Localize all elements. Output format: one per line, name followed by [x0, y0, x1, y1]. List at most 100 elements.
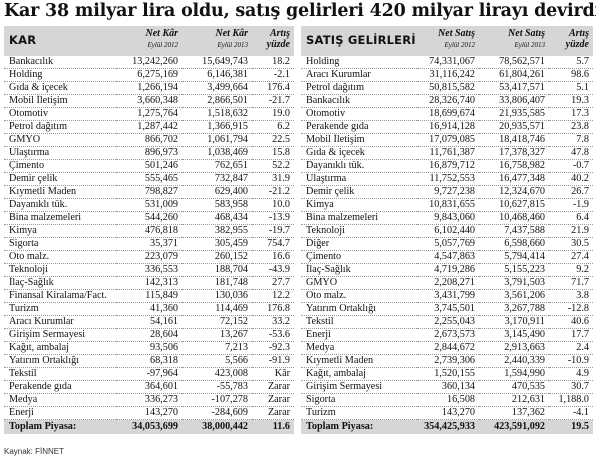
row-value-2013: -55,783 — [182, 380, 252, 395]
row-pct: 27.7 — [252, 276, 294, 291]
row-name: Petrol dağıtım — [301, 81, 417, 96]
row-value-2013: 114,469 — [182, 302, 252, 317]
row-pct: 6.2 — [252, 120, 294, 135]
row-value-2012: 11,761,387 — [417, 146, 479, 161]
table-row: Çimento 4,547,863 5,794,414 27.4 — [301, 250, 593, 265]
row-value-2012: 68,318 — [116, 354, 182, 369]
row-value-2013: 188,704 — [182, 263, 252, 278]
table-row: Medya 2,844,672 2,913,663 2.4 — [301, 341, 593, 356]
row-pct: 18.2 — [252, 56, 294, 70]
kar-total-row: Toplam Piyasa: 34,053,699 38,000,442 11.… — [4, 419, 294, 434]
table-row: GMYO 866,702 1,061,794 22.5 — [4, 133, 294, 148]
row-pct: -92.3 — [252, 341, 294, 356]
row-value-2013: 5,566 — [182, 354, 252, 369]
row-name: Otomotiv — [4, 107, 116, 122]
kar-col-2012-period: Eylül 2012 — [147, 41, 178, 49]
row-pct: Zarar — [252, 380, 294, 395]
row-name: Holding — [4, 68, 116, 83]
table-row: Dayanıklı tük. 16,879,712 16,758,982 -0.7 — [301, 159, 593, 174]
row-value-2012: 866,702 — [116, 133, 182, 148]
table-row: Gıda & içecek 11,761,387 17,378,327 47.8 — [301, 146, 593, 161]
row-pct: -19.7 — [252, 224, 294, 239]
row-value-2013: 21,935,585 — [479, 107, 549, 122]
row-name: İlaç-Sağlık — [4, 276, 116, 291]
table-row: Ulaştırma 11,752,553 16,477,348 40.2 — [301, 172, 593, 187]
row-name: Gıda & içecek — [4, 81, 116, 96]
row-name: Ulaştırma — [4, 146, 116, 161]
row-name: Girişim Sermayesi — [4, 328, 116, 343]
row-value-2012: 798,827 — [116, 185, 182, 200]
row-value-2013: 13,267 — [182, 328, 252, 343]
row-value-2013: 137,362 — [479, 406, 549, 421]
table-row: Perakende gıda 364,601 -55,783 Zarar — [4, 380, 294, 395]
satis-col-2012-period: Eylül 2012 — [444, 41, 475, 49]
row-name: Bankacılık — [4, 56, 116, 70]
row-value-2013: 762,651 — [182, 159, 252, 174]
row-value-2013: 130,036 — [182, 289, 252, 304]
kar-col-pct-unit: yüzde — [266, 39, 290, 50]
satis-heading: SATIŞ GELİRLERİ — [306, 33, 416, 47]
row-value-2013: 7,437,588 — [479, 224, 549, 239]
table-row: Enerji 2,673,573 3,145,490 17.7 — [301, 328, 593, 343]
row-value-2012: 28,326,740 — [417, 94, 479, 109]
row-value-2013: 1,038,469 — [182, 146, 252, 161]
row-value-2013: 1,366,915 — [182, 120, 252, 135]
row-value-2012: 9,727,238 — [417, 185, 479, 200]
kar-col-2012: Net Kâr Eylül 2012 — [116, 26, 182, 56]
row-name: Tekstil — [301, 315, 417, 330]
row-value-2012: 2,208,271 — [417, 276, 479, 291]
table-row: Turizm 143,270 137,362 -4.1 — [301, 406, 593, 421]
table-row: Tekstil 2,255,043 3,170,911 40.6 — [301, 315, 593, 330]
row-value-2012: 11,752,553 — [417, 172, 479, 187]
row-name: Demir çelik — [301, 185, 417, 200]
row-pct: 30.5 — [549, 237, 593, 252]
row-pct: 4.9 — [549, 367, 593, 382]
row-value-2013: 12,324,670 — [479, 185, 549, 200]
table-row: Teknoloji 336,553 188,704 -43.9 — [4, 263, 294, 278]
row-value-2013: 260,152 — [182, 250, 252, 265]
row-value-2012: 142,313 — [116, 276, 182, 291]
table-row: Petrol dağıtım 1,287,442 1,366,915 6.2 — [4, 120, 294, 135]
row-value-2013: 3,145,490 — [479, 328, 549, 343]
row-value-2013: 2,440,339 — [479, 354, 549, 369]
row-name: Dayanıklı tük. — [4, 198, 116, 213]
row-name: Medya — [4, 393, 116, 408]
row-pct: 23.8 — [549, 120, 593, 135]
row-pct: -53.6 — [252, 328, 294, 343]
row-pct: -1.9 — [549, 198, 593, 213]
row-value-2013: 1,061,794 — [182, 133, 252, 148]
row-name: Bina malzemeleri — [301, 211, 417, 226]
page-title: Kar 38 milyar lira oldu, satış gelirleri… — [4, 1, 596, 21]
row-value-2013: 2,866,501 — [182, 94, 252, 109]
row-pct: 12.2 — [252, 289, 294, 304]
row-name: Bankacılık — [301, 94, 417, 109]
row-value-2012: 1,275,764 — [116, 107, 182, 122]
row-pct: 176.4 — [252, 81, 294, 96]
row-value-2012: 531,009 — [116, 198, 182, 213]
table-row: Bankacılık 28,326,740 33,806,407 19.3 — [301, 94, 593, 109]
satis-col-pct-title: Artış — [568, 28, 589, 39]
row-name: Finansal Kiralama/Fact. — [4, 289, 116, 304]
row-name: Turizm — [301, 406, 417, 421]
row-value-2012: 501,246 — [116, 159, 182, 174]
row-name: Enerji — [301, 328, 417, 343]
row-value-2012: 555,465 — [116, 172, 182, 187]
row-value-2013: 53,417,571 — [479, 81, 549, 96]
row-pct: 5.7 — [549, 56, 593, 70]
row-value-2013: 1,594,990 — [479, 367, 549, 382]
table-row: İlaç-Sağlık 142,313 181,748 27.7 — [4, 276, 294, 291]
row-value-2013: 17,378,327 — [479, 146, 549, 161]
row-value-2012: 115,849 — [116, 289, 182, 304]
table-row: Teknoloji 6,102,440 7,437,588 21.9 — [301, 224, 593, 239]
table-row: Kağıt, ambalaj 1,520,155 1,594,990 4.9 — [301, 367, 593, 382]
row-pct: 31.9 — [252, 172, 294, 187]
row-value-2012: 360,134 — [417, 380, 479, 395]
satis-total-2013: 423,591,092 — [494, 421, 545, 433]
row-name: Sigorta — [301, 393, 417, 408]
row-name: Bina malzemeleri — [4, 211, 116, 226]
row-pct: 71.7 — [549, 276, 593, 291]
row-value-2012: 4,547,863 — [417, 250, 479, 265]
row-name: GMYO — [301, 276, 417, 291]
satis-col-pct-unit: yüzde — [565, 39, 589, 50]
row-value-2013: -284,609 — [182, 406, 252, 421]
